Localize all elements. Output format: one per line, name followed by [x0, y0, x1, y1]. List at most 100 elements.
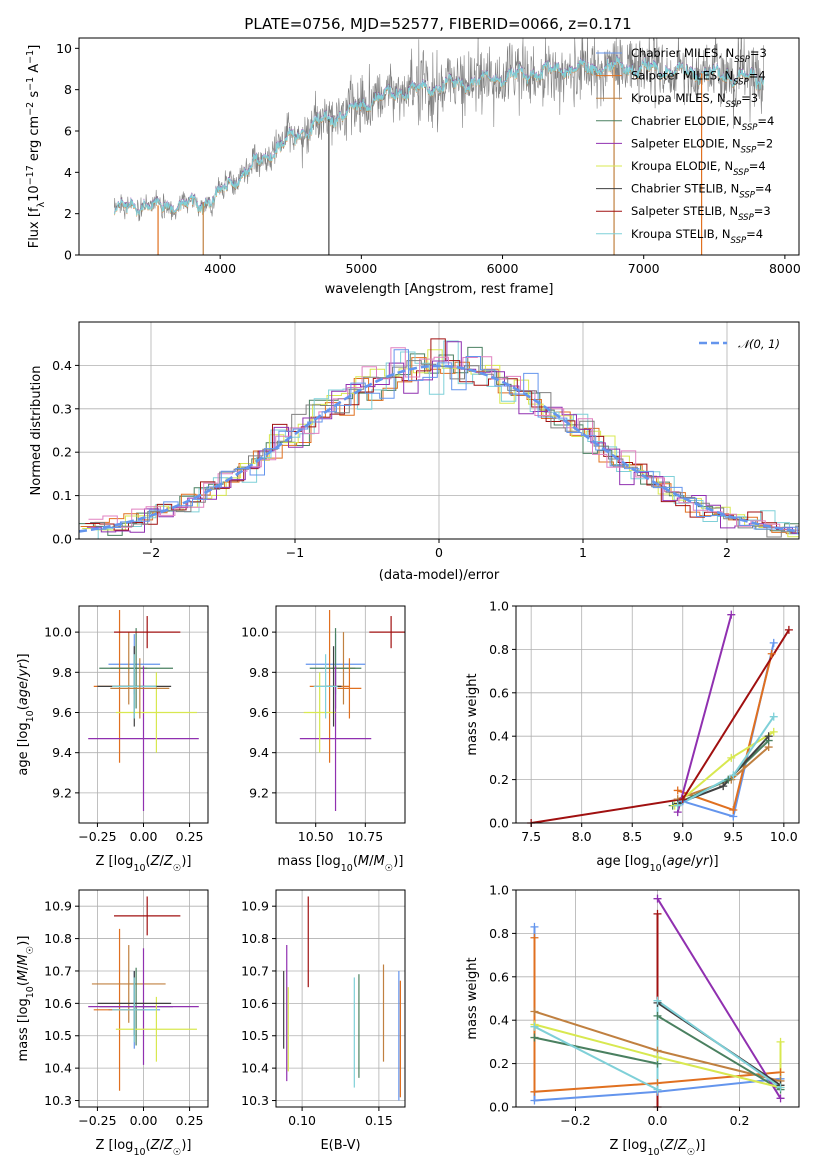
y-tick-label: 0.4 [489, 729, 509, 744]
legend-part: =4 [749, 69, 766, 83]
weight-point-marker [719, 782, 728, 791]
weight-point-marker [653, 1011, 662, 1020]
legend-part: =3 [754, 204, 771, 218]
label-part: )] [393, 854, 403, 869]
y-tick-label: 10.3 [44, 1093, 72, 1108]
x-tick-label: −0.25 [78, 1113, 116, 1128]
label-part: 10 [650, 863, 662, 874]
y-axis-label: mass weight [465, 957, 480, 1039]
x-tick-label: 5000 [345, 261, 377, 276]
label-part: ( [662, 854, 667, 869]
label-part: −1 [25, 77, 36, 91]
weight-point-marker [530, 922, 539, 931]
label-part: 10 [25, 710, 36, 722]
x-tick-label: 0 [435, 545, 443, 560]
label-part: 10 [27, 185, 42, 202]
weight-point-marker [776, 1094, 785, 1103]
y-tick-label: 0.0 [52, 532, 72, 547]
weight-point-marker [769, 638, 778, 647]
legend-entry: Salpeter ELODIE, NSSP=2 [631, 136, 773, 155]
label-part: ☉ [385, 863, 394, 874]
label-part: M [16, 954, 31, 965]
label-part: ( [353, 854, 358, 869]
x-axis-label: Z [log10(Z/Z☉)] [610, 1138, 706, 1158]
x-tick-label: 9.0 [673, 829, 693, 844]
legend-part: SSP [738, 213, 754, 223]
x-tick-label: 0.25 [176, 1113, 204, 1128]
y-tick-label: 10.5 [44, 1028, 72, 1043]
y-tick-label: 9.4 [52, 745, 72, 760]
label-part: 10 [647, 1147, 659, 1158]
weight-point-marker [776, 1037, 785, 1046]
y-tick-label: 4 [64, 165, 72, 180]
label-part: 10 [133, 1147, 145, 1158]
y-tick-label: 9.8 [249, 665, 269, 680]
panel-spectrum: 4000 5000 6000 7000 8000 0 2 4 6 8 10 wavelength [A… [25, 37, 801, 297]
label-part: )] [16, 936, 31, 946]
legend-part: =4 [746, 227, 763, 241]
y-axis-label: age [log10(age/yr)] [16, 653, 36, 775]
y-tick-label: 9.6 [52, 705, 72, 720]
legend-part: Salpeter MILES, N [631, 69, 733, 83]
y-tick-label: 9.8 [52, 665, 72, 680]
x-tick-label: 8000 [769, 261, 801, 276]
x-axis-label: age [log10(age/yr)] [596, 854, 718, 874]
label-part: age [667, 854, 691, 869]
x-tick-label: 8.5 [622, 829, 642, 844]
histogram-step [88, 347, 799, 531]
y-tick-label: 0.2 [52, 445, 72, 460]
legend-part: Chabrier ELODIE, N [631, 114, 742, 128]
weight-point-marker [673, 786, 682, 795]
weight-point-marker [767, 649, 776, 658]
label-part: ☉ [173, 863, 182, 874]
label-part: Z [log [96, 854, 134, 869]
panel-mass_vs_Z: −0.25 0.00 0.25 10.3 10.4 10.5 10.6 10.7 10.8 10.… [16, 889, 209, 1158]
label-part: age [log [16, 722, 31, 775]
label-part: Z [677, 1138, 688, 1153]
axes-frame [515, 605, 800, 824]
histogram-step [83, 340, 799, 539]
x-tick-label: 7.5 [521, 829, 541, 844]
legend-part: Kroupa ELODIE, N [631, 159, 733, 173]
y-tick-label: 0.0 [489, 1100, 509, 1115]
legend-entry: Salpeter STELIB, NSSP=3 [631, 204, 771, 223]
legend-part: Chabrier STELIB, N [631, 182, 739, 196]
y-axis-label: Normed distribution [29, 366, 44, 496]
legend-part: SSP [741, 145, 757, 155]
weight-point-marker [784, 625, 793, 634]
label-part: A [27, 64, 42, 77]
x-axis-label: wavelength [Angstrom, rest frame] [325, 282, 554, 297]
weight-point-marker [729, 771, 738, 780]
figure-title: PLATE=0756, MJD=52577, FIBERID=0066, z=0… [244, 15, 631, 33]
panel-residuals: −2 −1 0 1 2 0.0 0.1 0.2 0.3 0.4 (data-model)/error… [29, 321, 800, 583]
y-tick-label: 6 [64, 124, 72, 139]
plot-area [531, 614, 790, 823]
weight-point-marker [724, 775, 733, 784]
y-tick-label: 10.8 [44, 931, 72, 946]
y-tick-label: 0.1 [52, 488, 72, 503]
legend-part: SSP [734, 55, 750, 65]
label-part: / [16, 676, 31, 681]
x-tick-label: 9.5 [723, 829, 743, 844]
y-tick-label: 9.6 [249, 705, 269, 720]
x-tick-label: 8.0 [572, 829, 592, 844]
weight-point-marker [530, 933, 539, 942]
y-tick-label: 1.0 [489, 883, 509, 898]
model-spectrum-line [113, 55, 764, 216]
y-tick-label: 9.4 [249, 745, 269, 760]
plot-area [88, 610, 199, 811]
label-part: M [16, 970, 31, 981]
y-tick-label: 9.2 [249, 785, 269, 800]
legend-part: =3 [750, 46, 767, 60]
weight-point-marker [530, 1096, 539, 1105]
axes-frame [275, 605, 406, 824]
weight-series-line [531, 629, 790, 823]
y-tick-label: 0.8 [489, 926, 509, 941]
label-part: ( [146, 854, 151, 869]
legend-entry: Kroupa STELIB, NSSP=4 [631, 227, 763, 246]
label-part: Z [log [610, 1138, 648, 1153]
label-part: −2 [25, 102, 36, 116]
x-tick-label: 2 [723, 545, 731, 560]
